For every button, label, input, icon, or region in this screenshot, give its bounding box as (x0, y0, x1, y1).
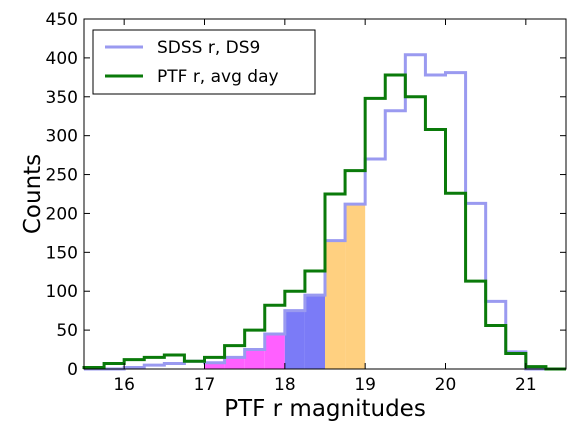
x-tick-label: 19 (354, 375, 376, 395)
shaded-bin-1-11 (304, 295, 325, 369)
shaded-regions (204, 204, 366, 369)
x-tick-label: 18 (274, 375, 296, 395)
series-line-ptf (82, 73, 566, 371)
legend: SDSS r, DS9 PTF r, avg day (92, 29, 316, 95)
y-tick-label: 250 (46, 166, 78, 186)
shaded-bin-0-9 (264, 334, 285, 369)
axis-ticks: 16 17 18 19 20 21 0 50 100 150 200 250 300 350 400 450 (46, 10, 566, 395)
legend-label-sdss: SDSS r, DS9 (157, 38, 260, 58)
y-tick-label: 150 (46, 243, 78, 263)
x-axis-label: PTF r magnitudes (224, 396, 426, 422)
x-tick-label: 20 (435, 375, 457, 395)
y-tick-label: 200 (46, 204, 78, 224)
y-tick-label: 350 (46, 88, 78, 108)
x-tick-label: 17 (194, 375, 216, 395)
y-tick-label: 450 (46, 10, 78, 30)
shaded-bin-0-8 (244, 349, 265, 369)
y-tick-label: 300 (46, 127, 78, 147)
y-axis-label: Counts (20, 154, 46, 234)
y-tick-label: 400 (46, 49, 78, 69)
y-tick-label: 100 (46, 282, 78, 302)
shaded-bin-1-10 (284, 310, 305, 369)
shaded-bin-0-6 (204, 362, 225, 369)
shaded-bin-2-12 (325, 240, 346, 369)
legend-label-ptf: PTF r, avg day (157, 67, 279, 87)
x-tick-label: 16 (113, 375, 135, 395)
plot-frame (83, 18, 567, 370)
y-tick-label: 50 (56, 321, 78, 341)
x-tick-label: 21 (515, 375, 537, 395)
y-tick-label: 0 (67, 360, 78, 380)
histogram-series (82, 53, 566, 371)
shaded-bin-2-13 (345, 204, 366, 369)
shaded-bin-0-7 (224, 357, 245, 369)
legend-box (92, 29, 316, 95)
